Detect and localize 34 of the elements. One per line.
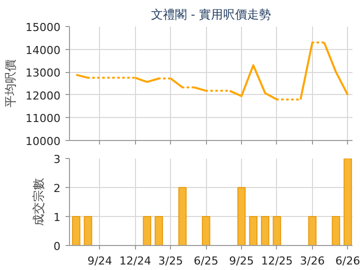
y-axis-title: 平均呎價 xyxy=(4,60,18,108)
x-tick-label: 9/24 xyxy=(87,254,112,268)
bar xyxy=(237,187,246,246)
bar xyxy=(178,187,187,246)
x-tick-label: 3/26 xyxy=(300,254,325,268)
bar xyxy=(154,216,164,246)
bar xyxy=(344,158,352,246)
y-tick-label: 12000 xyxy=(26,89,61,102)
bar xyxy=(142,216,152,246)
bar xyxy=(272,216,282,246)
y-tick-label: 15000 xyxy=(26,21,61,34)
y-axis-title: 成交宗數 xyxy=(32,178,46,226)
bar xyxy=(308,216,317,246)
x-tick-label: 12/25 xyxy=(261,254,293,268)
bar xyxy=(72,216,80,246)
x-tick-label: 3/25 xyxy=(158,254,184,268)
y-tick-label: 13000 xyxy=(26,66,61,80)
y-tick-label: 2 xyxy=(54,182,60,195)
y-tick-label: 1 xyxy=(54,211,60,224)
y-tick-label: 10000 xyxy=(26,135,61,148)
bar xyxy=(249,216,258,246)
bar xyxy=(260,216,270,246)
x-tick-label: 9/25 xyxy=(229,254,254,268)
bar xyxy=(202,216,210,246)
x-tick-label: 12/24 xyxy=(119,254,152,268)
x-tick-label: 6/26 xyxy=(335,254,360,268)
y-tick-label: 11000 xyxy=(26,112,61,126)
y-tick-label: 14000 xyxy=(26,44,61,57)
bar xyxy=(332,216,340,246)
y-tick-label: 3 xyxy=(54,153,60,166)
y-tick-label: 0 xyxy=(54,240,60,253)
x-tick-label: 6/25 xyxy=(194,254,218,268)
chart-title: 文禮閣 - 實用呎價走勢 xyxy=(151,8,271,22)
bar xyxy=(84,216,92,246)
